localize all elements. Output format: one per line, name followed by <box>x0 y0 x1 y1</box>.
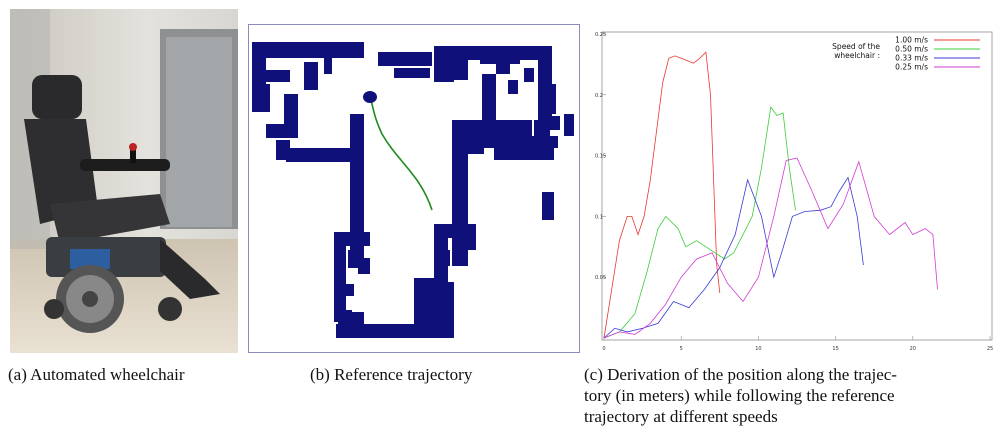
legend-label-3: 0.33 m/s <box>895 54 928 63</box>
x-tick-label: 5 <box>680 346 683 352</box>
plot-frame <box>601 31 993 341</box>
x-tick-label: 15 <box>832 346 838 352</box>
x-tick-label: 20 <box>910 346 916 352</box>
y-tick-label: 0.2 <box>595 93 603 99</box>
legend-label-1: 1.00 m/s <box>895 36 928 45</box>
wheelchair-photo <box>10 9 238 353</box>
y-tick-label: 0.15 <box>595 154 606 160</box>
speed-deviation-chart: 0.05 0.1 0.15 0.2 0.25 0 5 10 15 20 25 Speed of t… <box>592 24 994 358</box>
series-line-3 <box>603 176 864 339</box>
caption-c-line2: tory (in meters) while following the ref… <box>584 386 895 405</box>
series-line-4 <box>603 157 938 339</box>
x-tick-label: 25 <box>987 346 993 352</box>
caption-b: (b) Reference trajectory <box>310 365 473 384</box>
caption-c-line3: trajectory at different speeds <box>584 407 778 426</box>
series-line-2 <box>603 105 796 339</box>
x-tick-label: 10 <box>755 346 761 352</box>
y-tick-label: 0.1 <box>595 214 603 220</box>
x-tick-label: 0 <box>602 346 605 352</box>
legend-title-line2: wheelchair : <box>834 51 880 60</box>
legend-label-4: 0.25 m/s <box>895 63 928 72</box>
legend-label-2: 0.50 m/s <box>895 45 928 54</box>
y-tick-label: 0.25 <box>595 32 606 38</box>
reference-trajectory-map <box>248 24 580 353</box>
y-tick-label: 0.05 <box>595 275 606 281</box>
series-line-1 <box>603 51 721 339</box>
caption-c: (c) Derivation of the position along the… <box>584 364 994 427</box>
caption-c-line1: (c) Derivation of the position along the… <box>584 365 897 384</box>
legend-title-line1: Speed of the <box>832 42 880 51</box>
caption-a: (a) Automated wheelchair <box>8 365 185 384</box>
